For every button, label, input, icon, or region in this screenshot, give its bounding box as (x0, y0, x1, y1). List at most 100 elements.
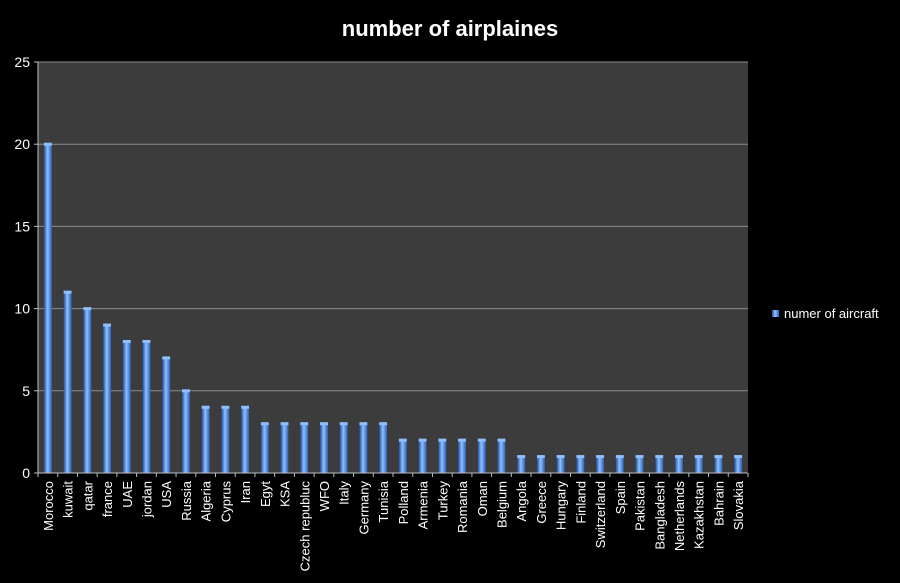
x-tick-label: USA (159, 481, 174, 508)
bar (398, 440, 407, 473)
bar (241, 407, 250, 473)
x-tick-label: KSA (278, 481, 293, 507)
bar (556, 456, 565, 473)
bar (320, 423, 328, 473)
bar-cap (596, 455, 605, 459)
bar-cap (43, 142, 52, 146)
bar (694, 456, 703, 473)
bar-cap (221, 405, 230, 409)
x-tick-label: Italy (337, 481, 352, 505)
y-tick-label: 0 (22, 465, 30, 481)
x-tick-label: france (100, 481, 115, 517)
bar-cap (458, 438, 466, 442)
bar-cap (83, 307, 92, 311)
x-tick-label: Greece (534, 481, 549, 524)
bar (655, 456, 664, 473)
x-tick-label: Armenia (416, 480, 431, 529)
x-tick-label: Romania (455, 480, 470, 533)
x-tick-label: Germany (356, 481, 371, 535)
bar (477, 440, 486, 473)
bar-cap (241, 405, 250, 409)
bar-cap (556, 455, 565, 459)
x-tick-label: UAE (120, 481, 135, 508)
bar-cap (418, 438, 427, 442)
bar (83, 308, 92, 473)
x-tick-label: Switzerland (593, 481, 608, 548)
x-tick-label: Kazakhstan (692, 481, 707, 549)
x-tick-label: Hungary (554, 481, 569, 531)
y-tick-label: 15 (14, 218, 30, 234)
gridlines (38, 61, 748, 392)
bar-cap (280, 422, 289, 426)
bar (103, 325, 111, 473)
bar (615, 456, 624, 473)
x-tick-label: Spain (613, 481, 628, 514)
bar-cap (615, 455, 624, 459)
bar (339, 423, 348, 473)
bar-cap (339, 422, 348, 426)
bar-cap (300, 422, 309, 426)
legend-swatch (772, 310, 779, 317)
bar (43, 144, 52, 473)
bar (418, 440, 427, 473)
x-tick-label: Pakistan (633, 481, 648, 531)
bar (359, 423, 368, 473)
bar-cap (103, 323, 111, 327)
bar-cap (201, 405, 210, 409)
legend-label: numer of aircraft (784, 306, 879, 321)
bar (635, 456, 644, 473)
x-tick-label: Oman (475, 481, 490, 516)
bar (497, 440, 506, 473)
x-tick-label: Netherlands (672, 481, 687, 552)
bar (675, 456, 683, 473)
bar (536, 456, 545, 473)
bar-cap (734, 455, 743, 459)
bar-cap (260, 422, 269, 426)
x-tick-label: Belgium (494, 481, 509, 528)
bar-cap (398, 438, 407, 442)
x-axis-ticks: Morocco kuwait qatar france UAE jordan USA Russ… (37, 473, 749, 572)
x-tick-label: Tunisia (376, 480, 391, 522)
plot-area (38, 62, 748, 473)
bar-cap (379, 422, 388, 426)
bar-cap (477, 438, 486, 442)
bar (122, 341, 131, 473)
x-tick-label: Egyt (258, 481, 273, 507)
x-tick-label: Slovakia (731, 480, 746, 530)
y-axis-ticks: 0 5 10 15 20 25 (14, 54, 38, 481)
x-tick-label: kuwait (61, 481, 76, 518)
x-tick-label: Iran (238, 481, 253, 503)
x-tick-label: Polland (396, 481, 411, 524)
x-tick-label: Finland (573, 481, 588, 524)
y-tick-label: 25 (14, 54, 30, 70)
bar (576, 456, 585, 473)
bar-cap (63, 290, 72, 294)
x-tick-label: Algeria (199, 480, 214, 521)
bar (201, 407, 210, 473)
x-tick-label: Turkey (435, 481, 450, 521)
bar-cap (497, 438, 506, 442)
x-tick-label: Morocco (41, 481, 56, 531)
bar-cap (655, 455, 664, 459)
bar (458, 440, 466, 473)
bar (517, 456, 526, 473)
bar-cap (517, 455, 526, 459)
y-tick-label: 20 (14, 136, 30, 152)
bar-cap (576, 455, 585, 459)
y-tick-label: 10 (14, 301, 30, 317)
bar-cap (694, 455, 703, 459)
bar-cap (162, 356, 171, 360)
bar-cap (536, 455, 545, 459)
x-tick-label: Czech republuc (297, 481, 312, 572)
x-tick-label: jordan (139, 481, 154, 518)
x-tick-label: qatar (80, 480, 95, 510)
x-tick-label: Angola (514, 480, 529, 521)
bar-cap (635, 455, 644, 459)
bar-cap (438, 438, 447, 442)
x-tick-label: Bangladesh (652, 481, 667, 550)
x-tick-label: Bahrain (711, 481, 726, 526)
bar (260, 423, 269, 473)
legend: numer of aircraft (772, 306, 879, 321)
bars (43, 142, 743, 473)
